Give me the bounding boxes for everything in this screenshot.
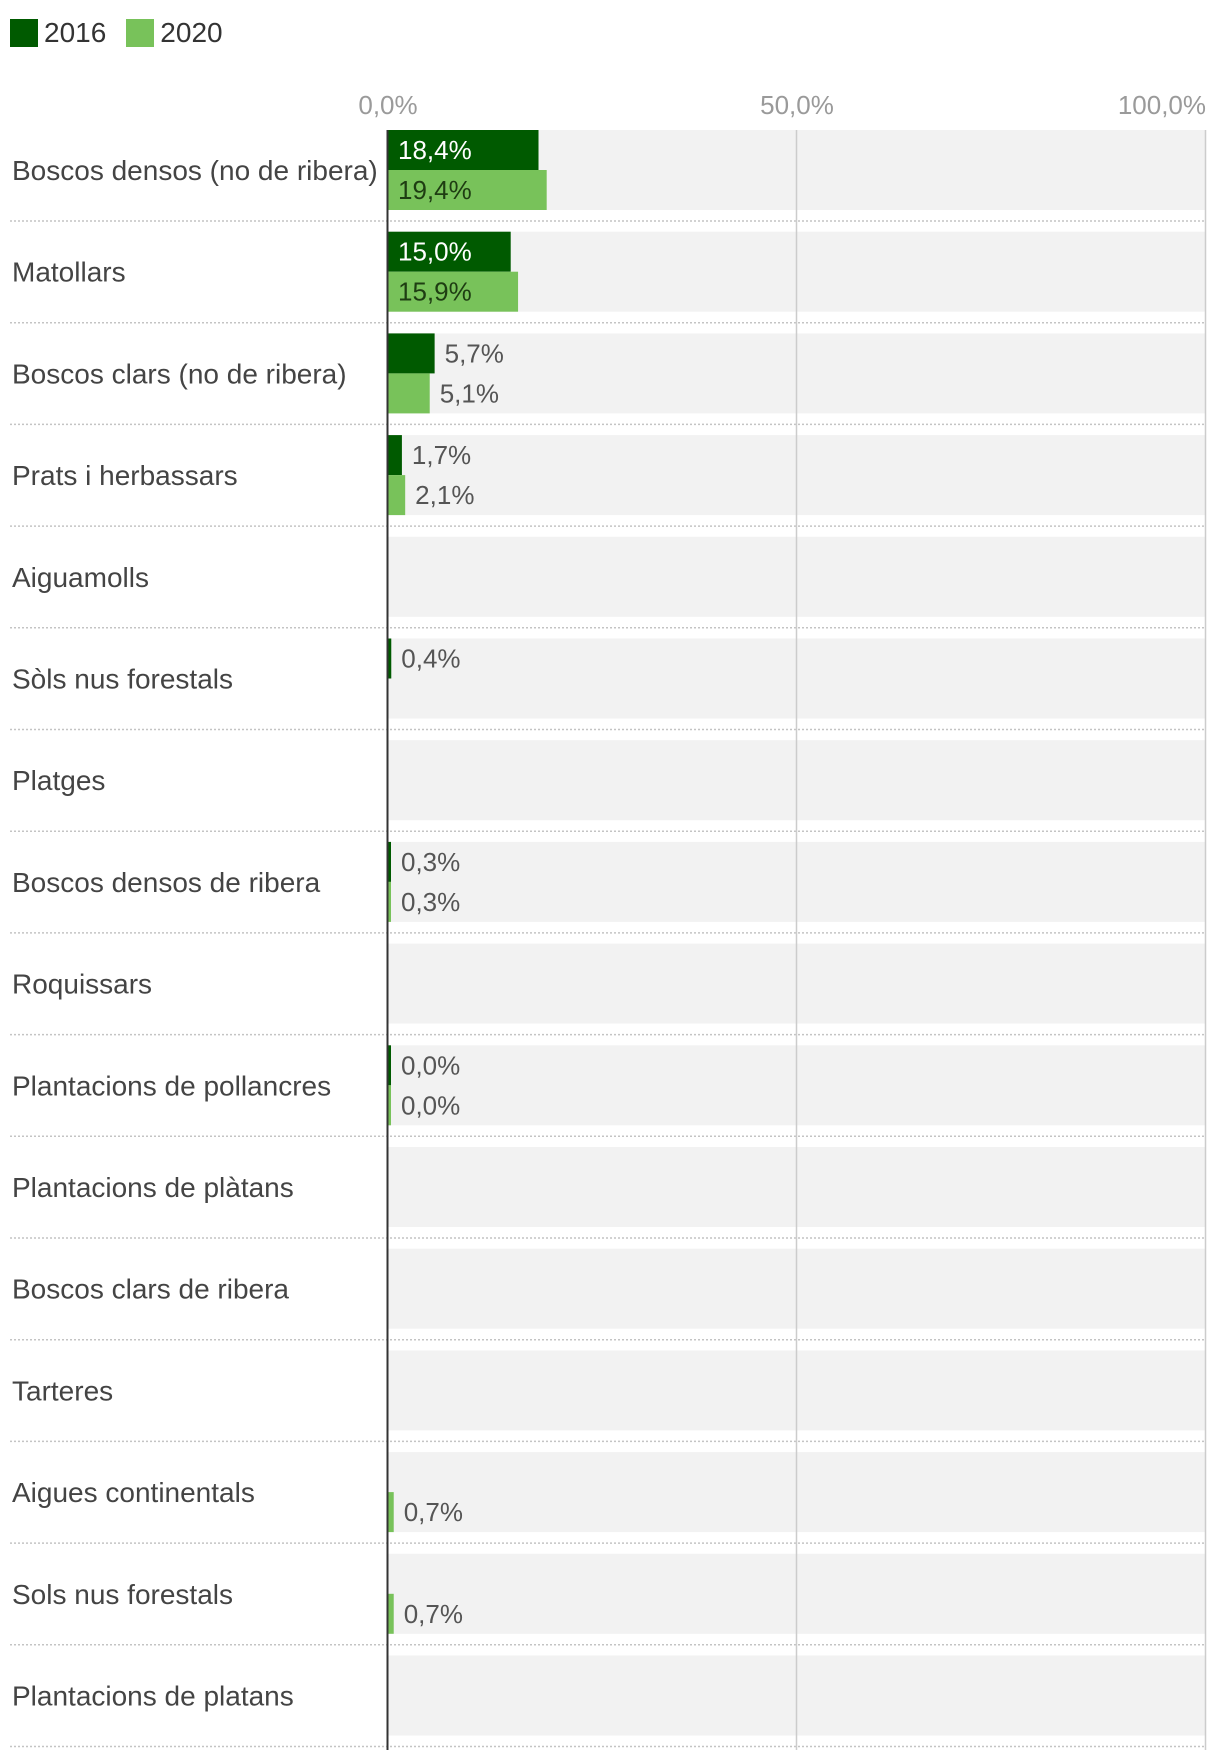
bar-2016: [388, 333, 435, 374]
bar-2020: [388, 1593, 394, 1634]
bar-2016: [388, 638, 392, 679]
category-label: Tarteres: [12, 1375, 113, 1406]
category-label: Boscos clars de ribera: [12, 1274, 289, 1305]
data-label-2020: 19,4%: [398, 175, 472, 205]
x-tick-label: 50,0%: [760, 90, 834, 120]
category-label: Sols nus forestals: [12, 1579, 233, 1610]
bar-2020: [388, 373, 430, 414]
legend-item-2020: 2020: [126, 16, 223, 50]
legend: 2016 2020: [10, 16, 243, 50]
category-label: Plantacions de platans: [12, 1681, 294, 1712]
bar-2016: [388, 1045, 391, 1086]
category-label: Boscos densos de ribera: [12, 867, 321, 898]
category-label: Boscos clars (no de ribera): [12, 358, 347, 389]
data-label-2016: 1,7%: [412, 440, 471, 470]
data-label-2016: 0,0%: [401, 1050, 460, 1080]
category-label: Roquissars: [12, 969, 152, 1000]
category-label: Sòls nus forestals: [12, 664, 233, 695]
data-label-2020: 0,7%: [404, 1497, 463, 1527]
data-label-2020: 0,3%: [401, 887, 460, 917]
bar-2016: [388, 231, 511, 272]
data-label-2016: 5,7%: [445, 338, 504, 368]
category-label: Plantacions de pollancres: [12, 1070, 331, 1101]
data-label-2020: 2,1%: [415, 480, 474, 510]
legend-item-2016: 2016: [10, 16, 106, 50]
bar-2016: [388, 130, 539, 170]
category-label: Prats i herbassars: [12, 460, 238, 491]
legend-label-2016: 2016: [44, 17, 107, 48]
bar-2020: [388, 271, 519, 312]
category-label: Aigues continentals: [12, 1477, 255, 1508]
data-label-2020: 5,1%: [440, 378, 499, 408]
category-label: Plantacions de plàtans: [12, 1172, 294, 1203]
category-label: Boscos densos (no de ribera): [12, 155, 378, 186]
bar-2016: [388, 841, 391, 882]
bar-2020: [388, 1085, 391, 1126]
category-label: Platges: [12, 765, 105, 796]
data-label-2020: 15,9%: [398, 277, 472, 307]
x-tick-label: 0,0%: [358, 90, 417, 120]
data-label-2016: 0,3%: [401, 847, 460, 877]
bar-2020: [388, 170, 547, 210]
data-label-2016: 18,4%: [398, 135, 472, 165]
legend-swatch-2020: [126, 19, 155, 47]
legend-label-2020: 2020: [160, 17, 223, 48]
data-label-2020: 0,7%: [404, 1599, 463, 1629]
data-label-2016: 15,0%: [398, 237, 472, 267]
bar-2020: [388, 881, 391, 922]
category-label: Aiguamolls: [12, 562, 149, 593]
data-label-2020: 0,0%: [401, 1090, 460, 1120]
bar-2020: [388, 1492, 394, 1533]
bar-2016: [388, 435, 402, 476]
legend-swatch-2016: [10, 19, 38, 47]
x-tick-label: 100,0%: [1118, 90, 1206, 120]
data-label-2016: 0,4%: [401, 644, 460, 674]
bar-2020: [388, 475, 406, 516]
category-label: Matollars: [12, 257, 126, 288]
